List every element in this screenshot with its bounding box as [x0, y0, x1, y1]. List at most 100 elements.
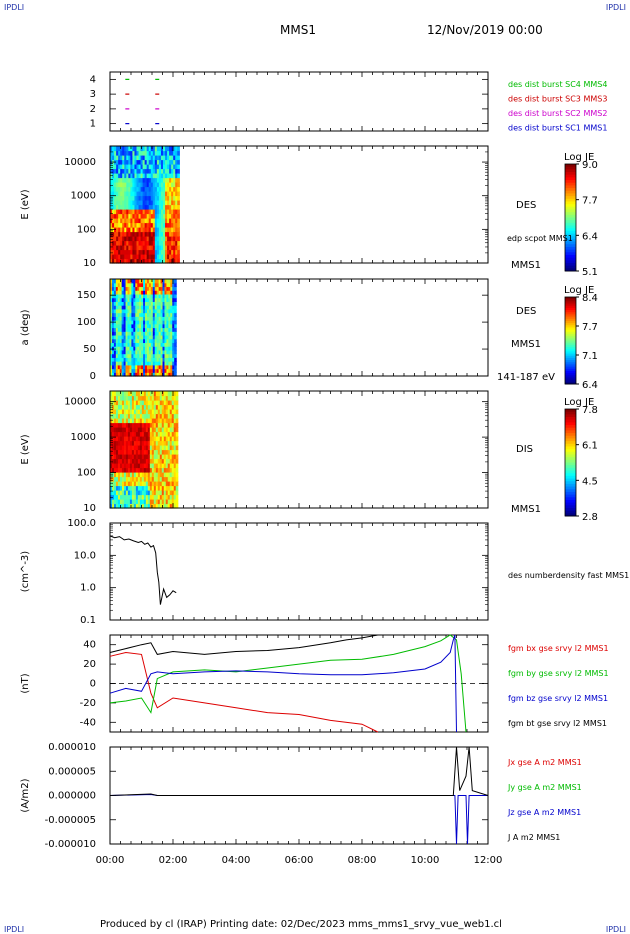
heatmap-cell: [171, 418, 175, 424]
heatmap-cell: [165, 440, 169, 446]
heatmap-cell: [128, 195, 131, 201]
heatmap-cell: [154, 222, 158, 228]
heatmap-cell: [130, 159, 134, 165]
heatmap-cell: [120, 177, 123, 183]
heatmap-cell: [129, 431, 133, 437]
heatmap-cell: [125, 331, 129, 336]
heatmap-cell: [137, 279, 140, 284]
y-tick-label: -40: [80, 717, 96, 728]
heatmap-cell: [162, 334, 166, 340]
heatmap-cell: [146, 150, 150, 156]
heatmap-cell: [115, 357, 119, 362]
heatmap-cell: [152, 331, 156, 336]
heatmap-cell: [153, 436, 157, 442]
heatmap-cell: [166, 342, 169, 347]
heatmap-cell: [133, 334, 136, 340]
heatmap-cell: [110, 245, 113, 251]
heatmap-cell: [113, 338, 117, 344]
heatmap-cell: [113, 327, 117, 332]
heatmap-cell: [113, 472, 117, 478]
heatmap-cell: [143, 290, 146, 295]
heatmap-cell: [141, 454, 145, 460]
heatmap-cell: [115, 372, 119, 377]
heatmap-cell: [152, 357, 156, 362]
heatmap-cell: [149, 440, 153, 446]
heatmap-cell: [143, 364, 146, 370]
heatmap-cell: [120, 204, 123, 210]
heatmap-cell: [140, 213, 144, 219]
heatmap-cell: [149, 476, 153, 482]
heatmap-cell: [127, 301, 131, 306]
heatmap-cell: [166, 320, 169, 325]
heatmap-cell: [174, 323, 177, 329]
heatmap-cell: [158, 173, 162, 179]
heatmap-cell: [157, 449, 161, 455]
heatmap-cell: [162, 349, 166, 355]
colorbar-segment: [565, 265, 576, 269]
heatmap-cell: [110, 305, 113, 310]
colorbar-segment: [565, 486, 576, 490]
heatmap-cell: [170, 286, 173, 291]
heatmap-cell: [156, 204, 160, 210]
colorbar-tick-label: 7.8: [582, 405, 598, 416]
heatmap-cell: [175, 427, 179, 433]
heatmap-cell: [165, 494, 169, 500]
heatmap-cell: [131, 349, 134, 355]
heatmap-cell: [135, 481, 139, 487]
heatmap-cell: [153, 463, 157, 469]
heatmap-cell: [147, 422, 151, 428]
heatmap-cell: [126, 182, 129, 188]
colorbar-segment: [565, 457, 576, 461]
heatmap-cell: [152, 316, 156, 321]
heatmap-cell: [148, 279, 152, 284]
heatmap-cell: [149, 472, 153, 478]
heatmap-cell: [131, 445, 135, 451]
heatmap-cell: [141, 342, 144, 347]
heatmap-cell: [138, 213, 142, 219]
heatmap-cell: [131, 368, 134, 373]
heatmap-cell: [170, 320, 173, 325]
heatmap-cell: [110, 361, 113, 366]
heatmap-cell: [155, 454, 159, 460]
heatmap-cell: [124, 227, 127, 233]
heatmap-cell: [119, 395, 123, 401]
heatmap-cell: [122, 240, 125, 246]
heatmap-cell: [162, 254, 166, 260]
heatmap-cell: [127, 490, 131, 496]
heatmap-cell: [169, 440, 173, 446]
heatmap-cell: [160, 191, 164, 197]
heatmap-cell: [135, 338, 138, 344]
heatmap-cell: [158, 177, 162, 183]
heatmap-cell: [140, 164, 144, 170]
heatmap-cell: [136, 159, 140, 165]
heatmap-cell: [141, 400, 145, 406]
heatmap-cell: [143, 305, 146, 310]
heatmap-cell: [148, 168, 152, 174]
heatmap-cell: [110, 342, 113, 347]
colorbar-frame: [564, 296, 577, 385]
heatmap-cell: [111, 297, 115, 302]
heatmap-cell: [155, 436, 159, 442]
heatmap-cell: [169, 454, 173, 460]
heatmap-cell: [120, 159, 123, 165]
heatmap-cell: [120, 222, 123, 228]
legend-current-3: Jz gse A m2 MMS1: [507, 808, 581, 817]
heatmap-cell: [111, 467, 115, 473]
heatmap-cell: [119, 290, 123, 295]
heatmap-cell: [145, 334, 148, 340]
heatmap-cell: [131, 454, 135, 460]
heatmap-cell: [167, 146, 170, 152]
heatmap-cell: [143, 458, 147, 464]
heatmap-cell: [146, 357, 150, 362]
heatmap-cell: [122, 254, 125, 260]
heatmap-cell: [160, 213, 164, 219]
colorbar-segment: [565, 422, 576, 426]
heatmap-cell: [169, 427, 173, 433]
heatmap-cell: [136, 240, 140, 246]
heatmap-cell: [127, 499, 131, 505]
heatmap-cell: [114, 164, 117, 170]
heatmap-cell: [137, 427, 141, 433]
heatmap-cell: [137, 334, 140, 340]
colorbar-segment: [565, 419, 576, 423]
heatmap-cell: [177, 249, 180, 255]
